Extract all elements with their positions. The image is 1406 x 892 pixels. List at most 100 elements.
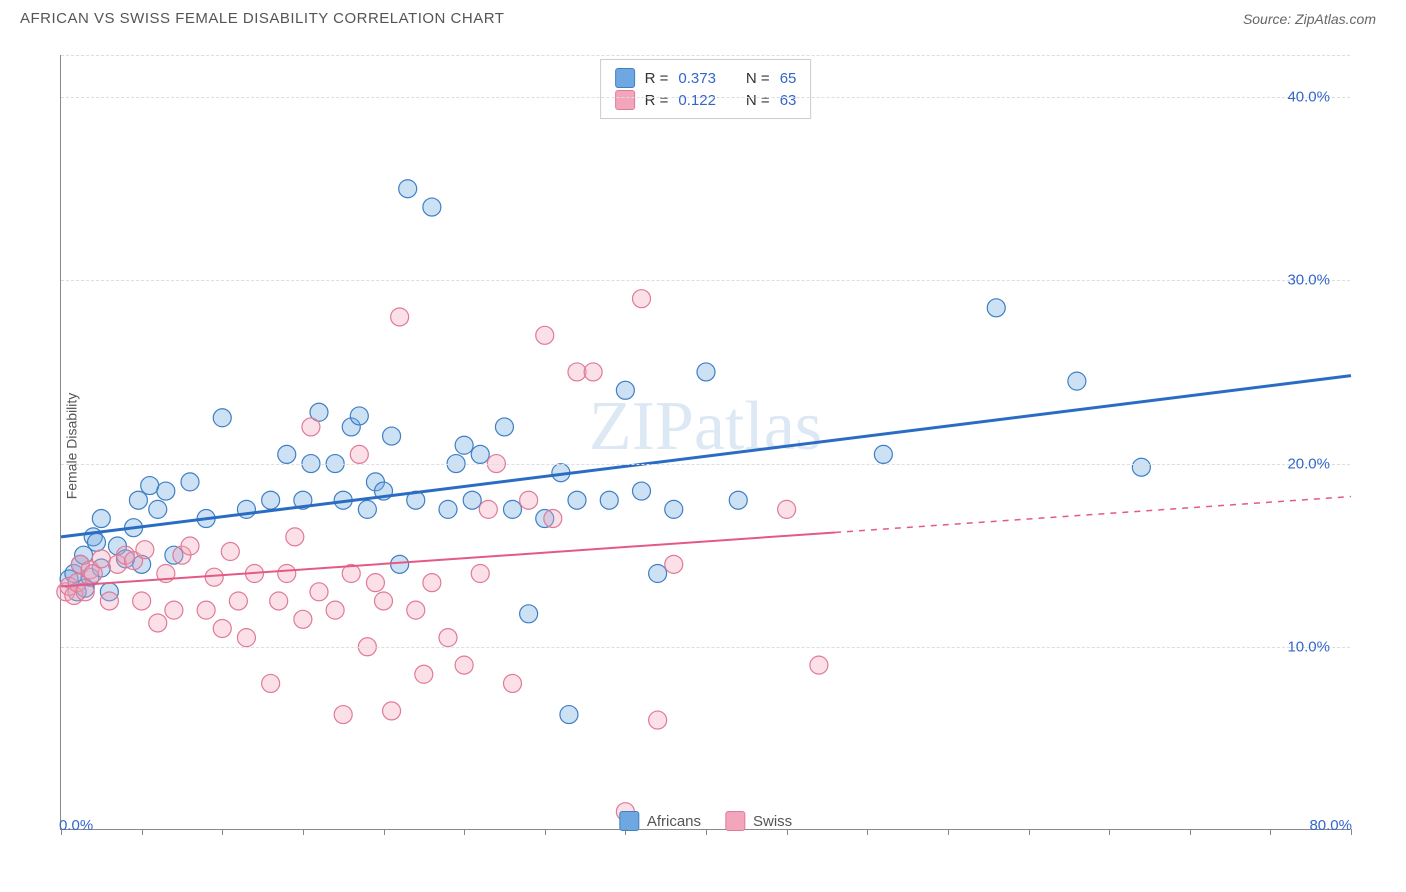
x-tick (1109, 829, 1110, 835)
scatter-point (633, 482, 651, 500)
trend-line-dashed (835, 497, 1351, 533)
scatter-point (294, 610, 312, 628)
y-tick-label: 30.0% (1287, 272, 1330, 289)
scatter-point (439, 500, 457, 518)
r-value-0: 0.373 (678, 70, 716, 87)
scatter-point (270, 592, 288, 610)
scatter-point (391, 308, 409, 326)
scatter-point (237, 629, 255, 647)
x-tick (625, 829, 626, 835)
plot-area: ZIPatlas R = 0.373 N = 65 R = 0.122 N = … (60, 55, 1350, 830)
legend-label-africans: Africans (647, 813, 701, 830)
trend-line (61, 376, 1351, 537)
scatter-point (136, 541, 154, 559)
legend-swatch-africans (619, 811, 639, 831)
scatter-point (560, 706, 578, 724)
scatter-point (874, 445, 892, 463)
x-tick (61, 829, 62, 835)
n-value-0: 65 (780, 70, 797, 87)
scatter-point (334, 706, 352, 724)
x-tick (1190, 829, 1191, 835)
x-tick-end: 80.0% (1309, 817, 1352, 834)
chart-container: AFRICAN VS SWISS FEMALE DISABILITY CORRE… (10, 10, 1396, 882)
scatter-point (262, 674, 280, 692)
scatter-point (262, 491, 280, 509)
scatter-point (415, 665, 433, 683)
scatter-point (133, 592, 151, 610)
x-tick (303, 829, 304, 835)
scatter-point (536, 326, 554, 344)
x-tick (384, 829, 385, 835)
swatch-swiss (615, 90, 635, 110)
stats-row-africans: R = 0.373 N = 65 (615, 68, 797, 88)
scatter-point (375, 592, 393, 610)
scatter-point (149, 500, 167, 518)
scatter-point (987, 299, 1005, 317)
y-tick-label: 10.0% (1287, 638, 1330, 655)
n-label-1: N = (746, 92, 770, 109)
scatter-point (455, 436, 473, 454)
scatter-point (350, 407, 368, 425)
scatter-point (504, 674, 522, 692)
x-tick (222, 829, 223, 835)
swatch-africans (615, 68, 635, 88)
scatter-point (92, 550, 110, 568)
x-tick (1270, 829, 1271, 835)
legend-item-swiss: Swiss (725, 811, 792, 831)
scatter-point (391, 555, 409, 573)
x-tick (706, 829, 707, 835)
scatter-point (302, 418, 320, 436)
legend-item-africans: Africans (619, 811, 701, 831)
scatter-point (504, 500, 522, 518)
scatter-point (165, 601, 183, 619)
scatter-point (1132, 458, 1150, 476)
stats-legend: R = 0.373 N = 65 R = 0.122 N = 63 (600, 59, 812, 119)
chart-svg (61, 55, 1350, 829)
scatter-point (439, 629, 457, 647)
legend-label-swiss: Swiss (753, 813, 792, 830)
scatter-point (729, 491, 747, 509)
stats-row-swiss: R = 0.122 N = 63 (615, 90, 797, 110)
r-label-1: R = (645, 92, 669, 109)
x-tick (464, 829, 465, 835)
scatter-point (665, 500, 683, 518)
x-tick (867, 829, 868, 835)
scatter-point (568, 491, 586, 509)
scatter-point (810, 656, 828, 674)
scatter-point (286, 528, 304, 546)
source-attribution: Source: ZipAtlas.com (1243, 11, 1376, 27)
scatter-point (278, 445, 296, 463)
scatter-point (463, 491, 481, 509)
x-tick (948, 829, 949, 835)
scatter-point (197, 601, 215, 619)
gridline-h (61, 647, 1350, 648)
scatter-point (213, 619, 231, 637)
scatter-point (181, 473, 199, 491)
scatter-point (92, 510, 110, 528)
scatter-point (471, 564, 489, 582)
series-legend: Africans Swiss (619, 811, 792, 831)
scatter-point (520, 491, 538, 509)
title-row: AFRICAN VS SWISS FEMALE DISABILITY CORRE… (10, 10, 1396, 35)
y-tick-label: 40.0% (1287, 89, 1330, 106)
scatter-point (278, 564, 296, 582)
scatter-point (423, 198, 441, 216)
scatter-point (383, 702, 401, 720)
scatter-point (229, 592, 247, 610)
n-label-0: N = (746, 70, 770, 87)
r-label-0: R = (645, 70, 669, 87)
scatter-point (326, 601, 344, 619)
scatter-point (407, 601, 425, 619)
x-tick (1351, 829, 1352, 835)
gridline-h (61, 280, 1350, 281)
scatter-point (423, 574, 441, 592)
scatter-point (157, 482, 175, 500)
scatter-point (584, 363, 602, 381)
scatter-point (633, 290, 651, 308)
scatter-point (665, 555, 683, 573)
scatter-point (383, 427, 401, 445)
scatter-point (649, 564, 667, 582)
scatter-point (366, 574, 384, 592)
scatter-point (87, 533, 105, 551)
scatter-point (213, 409, 231, 427)
